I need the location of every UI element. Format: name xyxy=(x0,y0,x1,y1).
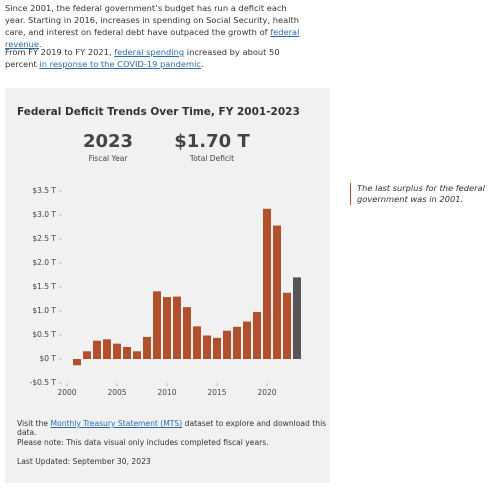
bar xyxy=(283,292,291,359)
bar xyxy=(213,337,221,359)
link[interactable]: federal revenue xyxy=(5,27,300,49)
bar xyxy=(273,225,281,359)
bar xyxy=(163,297,171,359)
summary-year-label: Fiscal Year xyxy=(89,154,129,163)
y-tick-label: $3.5 T xyxy=(32,186,56,195)
bar xyxy=(153,291,161,359)
link[interactable]: federal spending xyxy=(114,47,185,57)
summary-value-label: Total Deficit xyxy=(189,154,234,163)
text: . xyxy=(200,59,204,69)
y-tick-label: $0.5 T xyxy=(32,330,56,339)
bar xyxy=(183,307,191,359)
summary-value: $1.70 T xyxy=(174,131,250,152)
bar xyxy=(113,343,121,359)
y-tick-label: $0 T xyxy=(39,354,56,363)
link[interactable]: in response to the COVID-19 pandemic xyxy=(39,59,201,69)
y-tick-label: $2.0 T xyxy=(32,258,56,267)
bar xyxy=(243,321,251,359)
text: dataset to explore and download this dat… xyxy=(17,419,327,437)
bar xyxy=(193,326,201,359)
bar xyxy=(293,277,301,359)
text: Visit the xyxy=(17,419,51,428)
y-tick-label: $1.0 T xyxy=(32,306,56,315)
footer-updated: Last Updated: September 30, 2023 xyxy=(17,457,151,466)
y-tick-label: $3.0 T xyxy=(32,210,56,219)
text: Since 2001, the federal government’s bud… xyxy=(5,3,299,37)
footer-disclaimer: Please note: This data visual only inclu… xyxy=(17,438,269,447)
bar xyxy=(233,326,241,359)
x-tick-label: 2020 xyxy=(257,388,276,397)
bar xyxy=(123,347,131,359)
y-tick-label: $1.5 T xyxy=(32,282,56,291)
text: . xyxy=(38,39,42,49)
text: From FY 2019 to FY 2021, xyxy=(5,47,115,57)
intro-paragraph: Since 2001, the federal government’s bud… xyxy=(5,2,305,50)
bar xyxy=(223,330,231,359)
y-tick-label: $2.5 T xyxy=(32,234,56,243)
summary-year: 2023 xyxy=(83,131,133,152)
bar xyxy=(103,339,111,359)
y-tick-label: -$0.5 T xyxy=(30,378,57,387)
x-tick-label: 2015 xyxy=(207,388,226,397)
bar xyxy=(263,208,271,359)
bar xyxy=(253,311,261,359)
bar xyxy=(173,296,181,359)
x-tick-label: 2010 xyxy=(157,388,176,397)
chart-title: Federal Deficit Trends Over Time, FY 200… xyxy=(17,106,300,118)
link[interactable]: Monthly Treasury Statement (MTS) xyxy=(50,419,183,428)
footer-visit: Visit the Monthly Treasury Statement (MT… xyxy=(17,419,327,437)
side-note: The last surplus for the federal governm… xyxy=(350,183,492,205)
text: increased by about 50 percent xyxy=(5,47,280,69)
bar xyxy=(83,351,91,359)
intro-paragraph: From FY 2019 to FY 2021, federal spendin… xyxy=(5,46,305,70)
bar xyxy=(73,359,81,366)
x-tick-label: 2000 xyxy=(57,388,76,397)
bar xyxy=(133,351,141,359)
x-tick-label: 2005 xyxy=(107,388,126,397)
bar xyxy=(143,336,151,359)
bar xyxy=(203,335,211,359)
bar xyxy=(93,340,101,359)
